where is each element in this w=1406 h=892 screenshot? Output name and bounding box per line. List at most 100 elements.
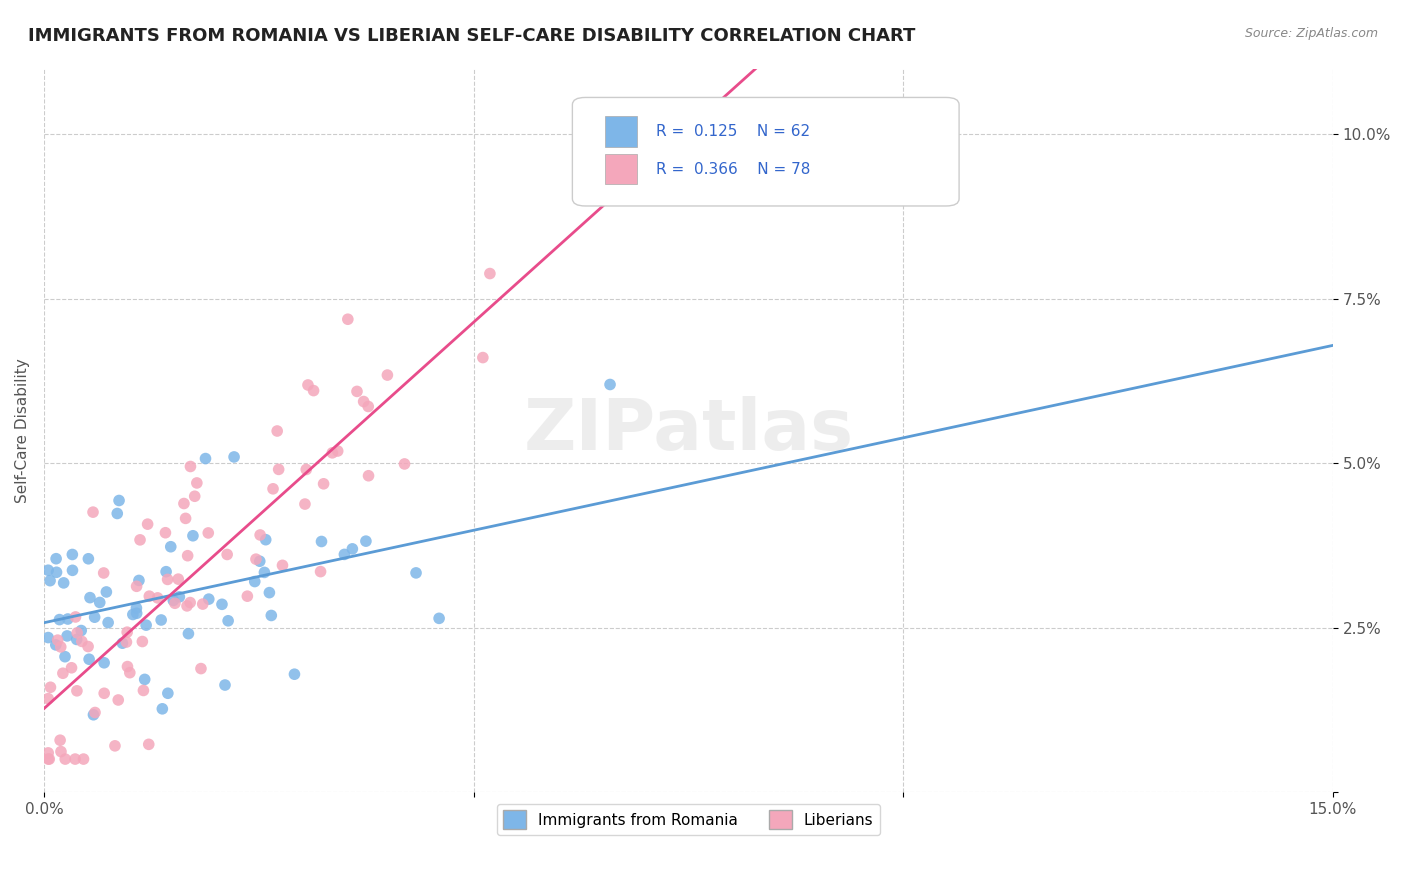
Point — [37, 746, 59, 760]
Point — [155, 525, 177, 540]
Point — [138, 589, 160, 603]
Point — [336, 312, 359, 326]
Point — [427, 611, 450, 625]
Point — [66, 683, 89, 698]
Point — [150, 702, 173, 716]
Point — [132, 683, 155, 698]
Point — [37, 563, 59, 577]
Point — [66, 626, 89, 640]
Point — [93, 656, 115, 670]
Point — [63, 752, 86, 766]
Point — [194, 451, 217, 466]
Point — [60, 661, 83, 675]
Text: ZIPatlas: ZIPatlas — [523, 396, 853, 465]
Point — [89, 595, 111, 609]
Point — [53, 649, 76, 664]
Point — [72, 752, 94, 766]
Point — [179, 459, 201, 474]
Point — [321, 446, 343, 460]
Point — [181, 529, 204, 543]
Point — [253, 566, 276, 580]
Point — [217, 548, 239, 562]
Point — [309, 565, 332, 579]
Point — [131, 634, 153, 648]
Point — [214, 678, 236, 692]
Legend: Immigrants from Romania, Liberians: Immigrants from Romania, Liberians — [498, 804, 880, 835]
Point — [167, 572, 190, 586]
Point — [96, 585, 118, 599]
Point — [405, 566, 427, 580]
Point — [107, 693, 129, 707]
Point — [37, 631, 59, 645]
Point — [190, 662, 212, 676]
Point — [38, 752, 60, 766]
Point — [62, 563, 84, 577]
Point — [260, 608, 283, 623]
Point — [125, 579, 148, 593]
Point — [48, 613, 70, 627]
Point — [236, 589, 259, 603]
Point — [262, 482, 284, 496]
Point — [394, 457, 416, 471]
Point — [176, 599, 198, 613]
Point — [45, 638, 67, 652]
Point — [283, 667, 305, 681]
Point — [217, 614, 239, 628]
Point — [342, 541, 364, 556]
Point — [70, 624, 93, 638]
Point — [173, 496, 195, 510]
Point — [118, 665, 141, 680]
Point — [108, 493, 131, 508]
Point — [155, 565, 177, 579]
Point — [471, 351, 494, 365]
Point — [121, 607, 143, 622]
Point — [115, 625, 138, 640]
Point — [77, 640, 100, 654]
Point — [37, 752, 59, 766]
Point — [39, 574, 62, 588]
Point — [222, 450, 245, 464]
Point — [146, 591, 169, 605]
Point — [77, 551, 100, 566]
FancyBboxPatch shape — [572, 97, 959, 206]
Point — [156, 573, 179, 587]
Point — [177, 626, 200, 640]
Point — [45, 551, 67, 566]
Text: R =  0.125    N = 62: R = 0.125 N = 62 — [657, 124, 810, 139]
Point — [52, 666, 75, 681]
Point — [179, 596, 201, 610]
Point — [183, 489, 205, 503]
FancyBboxPatch shape — [605, 116, 637, 146]
Point — [128, 574, 150, 588]
Text: R =  0.366    N = 78: R = 0.366 N = 78 — [657, 162, 810, 178]
Point — [377, 368, 399, 382]
Point — [125, 607, 148, 621]
Point — [186, 475, 208, 490]
Point — [266, 424, 288, 438]
Point — [66, 632, 89, 647]
Point — [84, 706, 107, 720]
Point — [53, 752, 76, 766]
Point — [129, 533, 152, 547]
Point — [60, 548, 83, 562]
Point — [46, 633, 69, 648]
Point — [37, 691, 59, 706]
Point — [56, 612, 79, 626]
Point — [249, 554, 271, 568]
Point — [211, 597, 233, 611]
Point — [156, 686, 179, 700]
Point — [326, 444, 349, 458]
Point — [39, 680, 62, 694]
Point — [70, 634, 93, 648]
Point — [83, 610, 105, 624]
Point — [150, 613, 173, 627]
Point — [93, 566, 115, 580]
Y-axis label: Self-Care Disability: Self-Care Disability — [15, 358, 30, 502]
Point — [176, 549, 198, 563]
Point — [191, 597, 214, 611]
Point — [688, 150, 710, 164]
Point — [295, 462, 318, 476]
Point — [65, 610, 87, 624]
Point — [49, 733, 72, 747]
Point — [259, 585, 281, 599]
